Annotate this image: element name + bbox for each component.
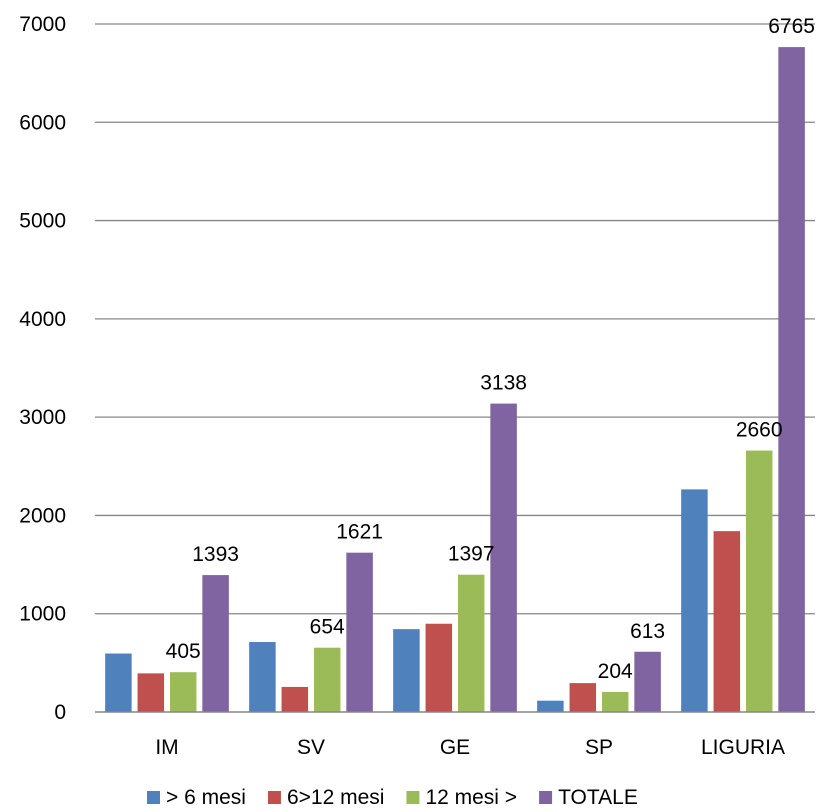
y-tick-label: 6000 (19, 111, 66, 134)
data-label: 654 (310, 616, 345, 639)
y-axis-tick-labels: 0 1000 2000 3000 4000 5000 6000 7000 (19, 13, 66, 724)
bar-im-series-3 (169, 672, 197, 712)
bar-ge-series-4 (490, 403, 517, 712)
data-label: 3138 (480, 372, 527, 395)
y-tick-label: 2000 (19, 504, 66, 527)
data-label: 613 (630, 620, 665, 643)
y-tick-label: 7000 (19, 13, 66, 36)
legend-label: 6>12 mesi (287, 786, 384, 809)
gridlines (95, 23, 815, 615)
bar-im-series-2 (137, 673, 165, 712)
legend-label: > 6 mesi (166, 786, 246, 809)
x-tick-label: SV (297, 736, 325, 759)
bar-im-series-4 (202, 575, 229, 712)
x-axis-tick-labels: IM SV GE SP LIGURIA (155, 736, 785, 759)
bar-sp-series-2 (569, 683, 597, 712)
y-tick-label: 3000 (19, 406, 66, 429)
y-tick-label: 5000 (19, 210, 66, 233)
x-tick-label: SP (585, 736, 613, 759)
bar-sv-series-3 (313, 647, 341, 712)
x-tick-label: IM (155, 736, 178, 759)
bar-liguria-series-3 (745, 450, 773, 712)
bar-ge-series-1 (393, 629, 420, 712)
legend-swatch (406, 791, 420, 804)
legend: > 6 mesi 6>12 mesi 12 mesi > TOTALE (147, 786, 638, 809)
legend-label: 12 mesi > (425, 786, 517, 809)
bars (105, 47, 805, 712)
data-label: 204 (598, 660, 633, 683)
x-tick-label: LIGURIA (701, 736, 785, 759)
legend-swatch (267, 791, 281, 804)
data-label: 2660 (736, 419, 783, 442)
bar-liguria-series-2 (713, 531, 741, 712)
bar-sv-series-1 (249, 642, 276, 712)
bar-sp-series-1 (537, 700, 564, 712)
y-tick-label: 1000 (19, 603, 66, 626)
bar-sp-series-3 (601, 691, 629, 712)
data-label: 1393 (192, 543, 239, 566)
bar-sv-series-2 (281, 686, 309, 712)
bar-ge-series-2 (425, 623, 453, 712)
x-tick-label: GE (440, 736, 470, 759)
legend-label: TOTALE (558, 786, 638, 809)
data-label: 1621 (336, 521, 383, 544)
data-label: 1397 (448, 543, 495, 566)
legend-swatch (147, 791, 160, 804)
data-label: 6765 (768, 15, 815, 38)
y-tick-label: 4000 (19, 308, 66, 331)
bar-liguria-series-4 (778, 47, 805, 712)
bar-im-series-1 (105, 653, 132, 712)
bar-sp-series-4 (634, 651, 661, 712)
data-label: 405 (166, 640, 201, 663)
bar-ge-series-3 (457, 574, 485, 712)
legend-swatch (539, 791, 553, 804)
bar-liguria-series-1 (681, 489, 708, 712)
data-labels: 405 1393 654 1621 1397 3138 204 613 2660 6765 (166, 15, 815, 683)
bar-sv-series-4 (346, 552, 373, 712)
y-tick-label: 0 (54, 701, 66, 724)
